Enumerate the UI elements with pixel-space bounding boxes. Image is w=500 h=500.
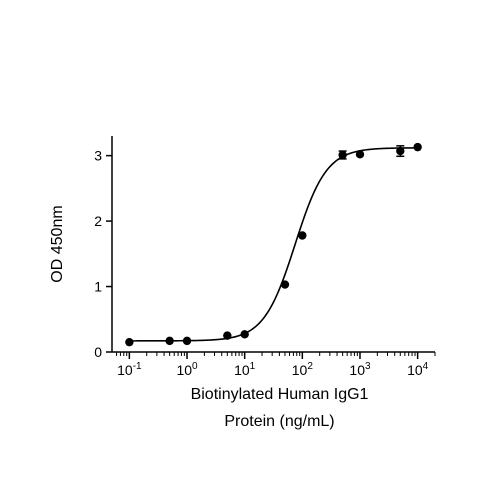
data-point: [165, 336, 174, 346]
x-tick-label: 103: [349, 361, 371, 378]
data-point: [338, 150, 347, 160]
y-axis-title: OD 450nm: [49, 205, 66, 282]
data-point: [413, 142, 422, 152]
data-point: [240, 330, 249, 339]
fit-curve-group: [129, 147, 418, 342]
x-tick-label: 102: [292, 361, 314, 378]
data-point: [396, 146, 405, 156]
data-point: [355, 150, 365, 159]
x-axis-title-line: Biotinylated Human IgG1: [191, 386, 369, 403]
x-tick-label: 101: [234, 361, 256, 378]
data-points: [125, 142, 422, 347]
y-tick-label: 1: [94, 279, 102, 295]
axis-labels: OD 450nm Biotinylated Human IgG1 Protein (…: [49, 205, 369, 430]
x-axis-title-line: Protein (ng/mL): [224, 413, 334, 430]
x-tick-label: 100: [176, 361, 198, 378]
y-tick-label: 3: [94, 148, 102, 164]
data-point: [298, 231, 307, 240]
y-tick-label: 0: [94, 344, 102, 360]
data-point: [182, 336, 192, 346]
y-tick-label: 2: [94, 213, 102, 229]
data-point: [125, 337, 134, 347]
x-tick-label: 10-1: [117, 361, 142, 378]
axes: 0 1 2 3 10-1 100 101 102 103 104: [94, 136, 436, 378]
x-tick-label: 104: [407, 361, 429, 378]
fit-curve: [129, 147, 418, 342]
data-point: [280, 280, 290, 289]
data-point: [223, 331, 232, 340]
